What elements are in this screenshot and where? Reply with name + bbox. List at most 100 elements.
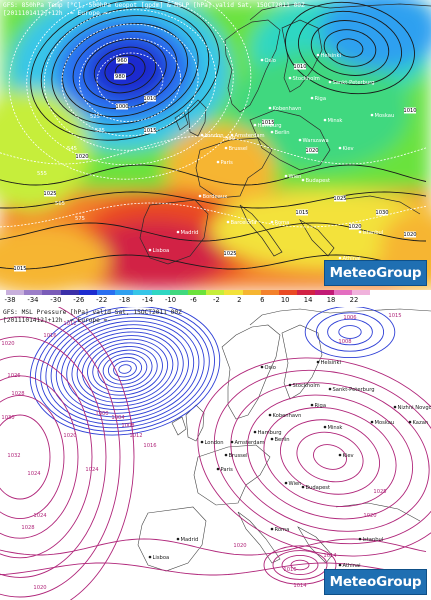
city-dot bbox=[298, 138, 302, 142]
contour-line bbox=[57, 307, 135, 600]
colorbar-swatch bbox=[78, 290, 98, 295]
contour-line bbox=[107, 356, 143, 382]
contour-value-label: 1010 bbox=[403, 108, 416, 114]
colorbar-tick-label: 10 bbox=[280, 296, 290, 304]
contour-line bbox=[8, 0, 252, 180]
pressure-map-panel: Oslo Helsinki Stockholm Sankt-Peterburg Mosk… bbox=[0, 307, 431, 600]
map-header-line2: [2011101412]+12h -= Europe =- bbox=[3, 316, 112, 324]
label-bg bbox=[14, 265, 26, 272]
contour-line bbox=[35, 307, 215, 432]
city-dot bbox=[200, 440, 204, 444]
city-label: Barcelona bbox=[231, 220, 257, 226]
colorbar-swatch bbox=[333, 290, 352, 295]
city-label: Oslo bbox=[265, 58, 276, 64]
city-label: Minsk bbox=[328, 425, 343, 431]
city-label: Stockholm bbox=[293, 76, 320, 82]
city-label: Athinai bbox=[343, 563, 361, 569]
city-dot bbox=[260, 365, 264, 369]
contour-value-label: 1015 bbox=[261, 120, 274, 126]
city-dot bbox=[224, 453, 228, 457]
contour-value-label: 565 bbox=[55, 201, 65, 207]
contour-value-label: 1016 bbox=[43, 333, 56, 339]
coastlines bbox=[139, 3, 431, 265]
temperature-colorbar: -38 -34 -30 -26 -22 -18 -14 -10 -6 -2 2 6 10 14 18 22 bbox=[0, 290, 431, 307]
contour-value-label: 1024 bbox=[33, 513, 47, 519]
contour-value-label: 1025 bbox=[223, 251, 236, 257]
city-label: London bbox=[205, 440, 224, 446]
contour-line bbox=[66, 327, 184, 411]
city-dot bbox=[338, 146, 342, 150]
contour-line bbox=[0, 254, 427, 270]
colorbar-tick-label: 18 bbox=[326, 296, 336, 304]
city-label: Berlin bbox=[275, 437, 290, 443]
contour-value-label: 1030 bbox=[1, 415, 14, 421]
city-dot bbox=[288, 383, 292, 387]
contour-value-label: 1015 bbox=[13, 266, 26, 272]
city-dot bbox=[358, 230, 362, 234]
city-label: Wien bbox=[289, 174, 302, 180]
label-bg bbox=[334, 195, 346, 202]
contour-value-label: 1000 bbox=[115, 104, 128, 110]
contour-line bbox=[285, 1, 415, 95]
contour-line bbox=[336, 38, 364, 58]
contour-value-label: 1020 bbox=[348, 224, 361, 230]
city-dot bbox=[253, 430, 257, 434]
contour-value-label: 1000 bbox=[95, 411, 108, 417]
label-bg bbox=[114, 73, 126, 80]
colorbar-tick-label: 2 bbox=[237, 296, 242, 304]
contour-line bbox=[83, 38, 167, 102]
colorbar-swatch bbox=[206, 290, 225, 295]
contour-value-label: 1008 bbox=[121, 423, 134, 429]
colorbar-swatch bbox=[351, 290, 371, 295]
city-label: Sankt-Peterburg bbox=[333, 80, 375, 86]
contour-line bbox=[50, 317, 200, 421]
contour-line bbox=[281, 554, 319, 576]
contour-value-label: 1020 bbox=[403, 232, 416, 238]
contour-line bbox=[0, 355, 93, 559]
city-dot bbox=[301, 485, 305, 489]
contour-line bbox=[230, 382, 430, 532]
city-dot bbox=[316, 360, 320, 364]
city-dot bbox=[370, 113, 374, 117]
colorbar-tick-label: 22 bbox=[349, 296, 359, 304]
city-dot bbox=[310, 403, 314, 407]
contour-value-label: 1024 bbox=[27, 471, 41, 477]
contour-value-label: 1025 bbox=[373, 489, 386, 495]
city-label: Riga bbox=[315, 96, 327, 102]
city-label: Riga bbox=[315, 403, 327, 409]
city-label: Madrid bbox=[181, 537, 199, 543]
city-dot bbox=[393, 405, 397, 409]
map-header-line1: GFS: 850hPa Temp [°C], 500hPa Geopot [gp… bbox=[3, 2, 305, 9]
city-dot bbox=[288, 76, 292, 80]
city-dot bbox=[323, 425, 327, 429]
contour-value-label: 1028 bbox=[21, 525, 34, 531]
colorbar-tick-label: -14 bbox=[142, 296, 154, 304]
colorbar-swatch bbox=[115, 290, 134, 295]
contour-line bbox=[279, 419, 381, 495]
contour-line bbox=[71, 331, 179, 407]
city-dot bbox=[328, 387, 332, 391]
city-dot bbox=[316, 53, 320, 57]
city-label: Kobenhavn bbox=[273, 106, 302, 112]
city-dot bbox=[260, 58, 264, 62]
contour-line bbox=[0, 135, 427, 165]
city-label: Berlin bbox=[275, 130, 290, 136]
coastlines bbox=[137, 308, 431, 572]
contour-line bbox=[290, 559, 310, 571]
city-dot bbox=[338, 256, 342, 260]
city-dot bbox=[301, 178, 305, 182]
contour-value-label: 1026 bbox=[7, 373, 20, 379]
colorbar-tick-label: -26 bbox=[73, 296, 85, 304]
contour-line bbox=[0, 414, 51, 500]
contour-line bbox=[81, 338, 169, 400]
colorbar-swatch bbox=[151, 290, 170, 295]
city-dot bbox=[338, 563, 342, 567]
contour-line bbox=[97, 349, 153, 389]
contour-value-label: 1028 bbox=[11, 391, 24, 397]
colorbar-tick-labels: -38 -34 -30 -26 -22 -18 -14 -10 -6 -2 2 6 10 14 18 22 bbox=[0, 296, 431, 306]
label-bg bbox=[116, 57, 128, 64]
city-label: Kazan bbox=[413, 420, 429, 426]
contour-value-label: 1010 bbox=[143, 96, 156, 102]
city-dot bbox=[268, 413, 272, 417]
contour-line bbox=[45, 313, 205, 425]
